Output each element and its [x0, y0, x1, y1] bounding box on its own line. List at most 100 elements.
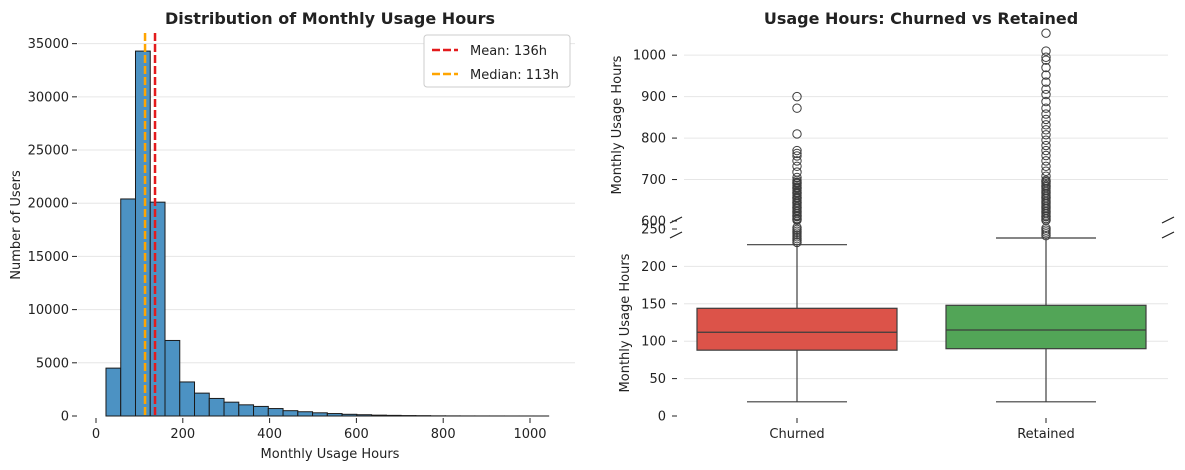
box-retained: [945, 304, 1147, 350]
histogram-bar: [326, 413, 343, 417]
histogram-bar: [341, 413, 358, 417]
x-tick-label: 1000: [513, 427, 546, 442]
outlier-marker: [792, 129, 802, 139]
outlier-marker: [1041, 120, 1051, 130]
histogram-bar: [105, 367, 122, 417]
histogram-bar: [385, 414, 402, 417]
y-tick-label: 800: [641, 132, 666, 147]
boxplot-title: Usage Hours: Churned vs Retained: [764, 9, 1078, 28]
histogram-chart: Distribution of Monthly Usage Hours 0 200…: [9, 9, 575, 462]
y-tick-label: 15000: [28, 250, 69, 265]
histogram-bar: [282, 410, 299, 417]
outlier-marker: [792, 172, 802, 183]
x-tick-label: 600: [344, 427, 369, 442]
histogram-bar: [164, 339, 181, 417]
x-tick-label: 0: [92, 427, 100, 442]
outlier-marker: [1041, 130, 1051, 140]
histogram-bars: [105, 50, 550, 417]
y-tick-label: 50: [649, 372, 666, 387]
outlier-marker: [1041, 77, 1051, 87]
outlier-marker: [792, 145, 802, 156]
y-tick-label: 250: [641, 223, 666, 238]
histogram-x-ticks: 0 200 400 600 800 1000: [92, 418, 547, 442]
outlier-marker: [1041, 109, 1051, 119]
x-tick-label: Churned: [769, 427, 824, 442]
outlier-marker: [1041, 28, 1051, 38]
axis-break-marks: [669, 216, 1175, 239]
y-tick-label: 25000: [28, 144, 69, 159]
histogram-bar: [149, 201, 166, 417]
histogram-bar: [371, 414, 387, 417]
histogram-reference-lines: [143, 33, 157, 416]
x-tick-label: 400: [257, 427, 282, 442]
box-churned: [696, 307, 898, 351]
axis-break-left-lower: [669, 231, 683, 239]
outlier-marker: [792, 148, 802, 159]
outlier-marker: [792, 103, 802, 113]
y-tick-label: 700: [641, 173, 666, 188]
y-tick-label: 200: [641, 260, 666, 275]
y-tick-label: 10000: [28, 303, 69, 318]
histogram-y-axis-label: Number of Users: [9, 170, 24, 280]
histogram-bar: [253, 405, 269, 417]
outlier-marker: [1041, 70, 1051, 80]
outlier-marker: [1041, 140, 1051, 151]
outlier-marker: [1041, 52, 1051, 62]
y-tick-label: 900: [641, 90, 666, 105]
outlier-marker: [1041, 175, 1051, 186]
outlier-marker: [1041, 166, 1051, 176]
y-tick-label: 0: [61, 410, 69, 425]
outlier-marker: [1041, 96, 1051, 107]
axis-break-right-lower: [1161, 231, 1175, 239]
y-tick-label: 0: [658, 410, 666, 425]
outlier-marker: [1041, 161, 1051, 171]
outlier-marker: [1041, 84, 1051, 94]
outlier-marker: [1041, 114, 1051, 125]
y-tick-label: 100: [641, 335, 666, 350]
histogram-bar: [134, 50, 151, 417]
axis-break-left-upper: [669, 216, 683, 224]
outlier-marker: [792, 91, 802, 102]
outlier-marker: [1041, 145, 1051, 156]
y-tick-label: 5000: [36, 356, 69, 371]
boxplot-chart: Usage Hours: Churned vs Retained 600 700 8…: [610, 9, 1175, 442]
outlier-marker: [792, 175, 802, 186]
histogram-legend: Mean: 136h Median: 113h: [423, 34, 571, 88]
histogram-bar: [297, 411, 314, 417]
histogram-bar: [179, 381, 196, 417]
histogram-x-axis-label: Monthly Usage Hours: [261, 447, 400, 462]
outlier-marker: [1041, 125, 1051, 135]
outlier-marker: [1041, 171, 1051, 181]
outlier-marker: [1041, 55, 1051, 65]
histogram-bar: [267, 408, 284, 417]
outlier-marker: [1041, 156, 1051, 166]
y-tick-label: 600: [641, 215, 666, 230]
legend-median-label: Median: 113h: [470, 68, 559, 83]
boxplot-outliers: [792, 28, 1051, 248]
y-tick-label: 20000: [28, 197, 69, 212]
boxplot-x-ticks: Churned Retained: [769, 418, 1075, 442]
outlier-marker: [1041, 103, 1051, 113]
histogram-title: Distribution of Monthly Usage Hours: [165, 9, 495, 28]
x-tick-label: 800: [431, 427, 456, 442]
boxplot-upper-y-axis-label: Monthly Usage Hours: [610, 55, 625, 194]
histogram-bar: [356, 414, 373, 417]
y-tick-label: 35000: [28, 37, 69, 52]
boxplot-boxes: [696, 237, 1147, 403]
x-tick-label: Retained: [1017, 427, 1075, 442]
legend-mean-label: Mean: 136h: [470, 44, 547, 59]
outlier-marker: [1041, 62, 1051, 73]
histogram-bar: [238, 404, 255, 417]
outlier-marker: [792, 161, 802, 171]
y-tick-label: 30000: [28, 90, 69, 105]
outlier-marker: [792, 151, 802, 161]
boxplot-y-ticks: 600 700 800 900 1000 0 50 100 150 200 250: [633, 49, 677, 425]
histogram-bar: [223, 401, 240, 417]
axis-break-right-upper: [1161, 216, 1175, 224]
histogram-y-ticks: 0 5000 10000 15000 20000 25000 30000 35000: [28, 37, 77, 425]
x-tick-label: 200: [170, 427, 195, 442]
outlier-marker: [792, 156, 802, 166]
outlier-marker: [1041, 89, 1051, 100]
histogram-bar: [312, 412, 328, 417]
